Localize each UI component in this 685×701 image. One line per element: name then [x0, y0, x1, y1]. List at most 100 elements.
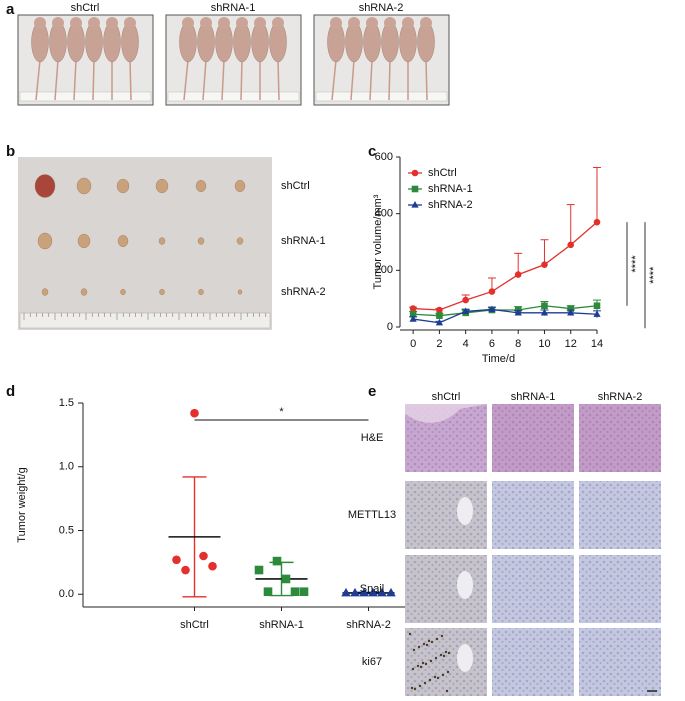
marker-triangle — [350, 587, 360, 597]
stained-nucleus — [430, 640, 434, 644]
stained-nucleus — [445, 689, 449, 693]
y-tick-label: 600 — [375, 151, 393, 163]
stained-nucleus — [421, 661, 425, 665]
tumor — [197, 237, 205, 245]
stained-nucleus — [418, 684, 422, 688]
mouse-head — [272, 17, 284, 29]
marker-square — [299, 587, 309, 596]
mouse-tail — [183, 59, 189, 101]
marker-square — [263, 587, 273, 596]
photo-label: shRNA-2 — [359, 2, 404, 14]
mouse-head — [236, 17, 248, 29]
marker-circle — [411, 169, 419, 177]
stained-nucleus — [436, 676, 440, 680]
marker-circle — [462, 296, 469, 304]
histology-texture — [492, 481, 574, 549]
mouse-head — [70, 17, 82, 29]
marker-square — [436, 312, 443, 319]
stained-nucleus — [446, 670, 450, 674]
mouse-head — [254, 17, 266, 29]
stained-nucleus — [412, 648, 416, 652]
ruler — [19, 91, 152, 102]
mouse-head — [330, 17, 342, 29]
marker-triangle — [514, 308, 522, 316]
marker-triangle — [377, 587, 387, 597]
column-label: shCtrl — [432, 391, 461, 403]
photo-label: shRNA-1 — [281, 235, 326, 247]
tumor — [76, 177, 92, 195]
significance-label: **** — [630, 255, 642, 273]
mouse-tail — [221, 59, 225, 101]
lumen — [457, 644, 473, 672]
histology-texture — [492, 555, 574, 623]
tumor — [116, 178, 130, 194]
photo-label: shCtrl — [281, 180, 310, 192]
mouse-head — [34, 17, 46, 29]
mouse-tail — [35, 59, 41, 101]
marker-square — [593, 302, 601, 310]
stained-nucleus — [413, 687, 417, 691]
stained-nucleus — [422, 642, 426, 646]
y-tick-label: 0.5 — [59, 524, 74, 536]
mouse-head — [402, 17, 414, 29]
histology-texture — [579, 404, 661, 472]
marker-square — [254, 565, 264, 575]
column-label: shRNA-1 — [511, 391, 556, 403]
stained-nucleus — [439, 653, 443, 657]
stained-nucleus — [419, 665, 423, 669]
histology-texture — [492, 404, 574, 472]
photo-label: shCtrl — [71, 2, 100, 14]
marker-triangle — [386, 587, 396, 597]
x-tick-label: 10 — [538, 338, 550, 350]
marker-square — [409, 310, 417, 318]
x-tick-label: 8 — [515, 338, 521, 350]
tumor — [120, 288, 126, 296]
mouse-tail — [92, 59, 95, 101]
significance-label: **** — [648, 266, 660, 284]
stroma-region — [405, 404, 487, 423]
y-tick-label: 200 — [375, 264, 393, 276]
mouse-tail — [73, 59, 77, 101]
tumor — [77, 233, 91, 249]
stained-nucleus — [429, 659, 433, 663]
x-tick-label: 6 — [489, 338, 495, 350]
stained-nucleus — [417, 645, 421, 649]
y-tick-label: 1.0 — [59, 461, 74, 473]
stained-nucleus — [444, 650, 448, 654]
marker-circle — [172, 555, 181, 565]
x-tick-label: shRNA-1 — [259, 619, 304, 631]
mouse-tail — [240, 59, 243, 101]
significance-label: * — [279, 406, 284, 418]
stained-nucleus — [441, 673, 445, 677]
x-tick-label: shRNA-2 — [346, 619, 391, 631]
marker-circle — [514, 271, 522, 278]
stained-nucleus — [433, 675, 437, 679]
histology-texture — [405, 628, 487, 696]
mouse-head — [124, 17, 136, 29]
tumor — [198, 288, 204, 296]
x-axis-label: Time/d — [482, 353, 515, 365]
marker-circle — [593, 218, 601, 226]
marker-circle — [190, 408, 199, 418]
mouse-head — [182, 17, 194, 29]
mouse-tail — [277, 59, 280, 101]
panel-letter: e — [368, 383, 376, 400]
legend-label: shRNA-1 — [428, 183, 473, 195]
stained-nucleus — [434, 656, 438, 660]
legend-label: shCtrl — [428, 167, 457, 179]
y-tick-label: 400 — [375, 208, 393, 220]
tumor — [41, 288, 49, 296]
y-axis-label: Tumor volume/mm³ — [372, 194, 384, 289]
mouse-head — [200, 17, 212, 29]
y-axis-label: Tumor weight/g — [16, 467, 28, 542]
tumor — [236, 237, 244, 245]
mouse-head — [366, 17, 378, 29]
stained-nucleus — [416, 664, 420, 668]
histology-texture — [579, 481, 661, 549]
y-tick-label: 0 — [387, 321, 393, 333]
marker-circle — [541, 261, 548, 268]
photo-label: shRNA-2 — [281, 286, 326, 298]
row-label: METTL13 — [348, 509, 396, 521]
row-label: Snail — [360, 583, 384, 595]
y-tick-label: 1.5 — [59, 397, 74, 409]
